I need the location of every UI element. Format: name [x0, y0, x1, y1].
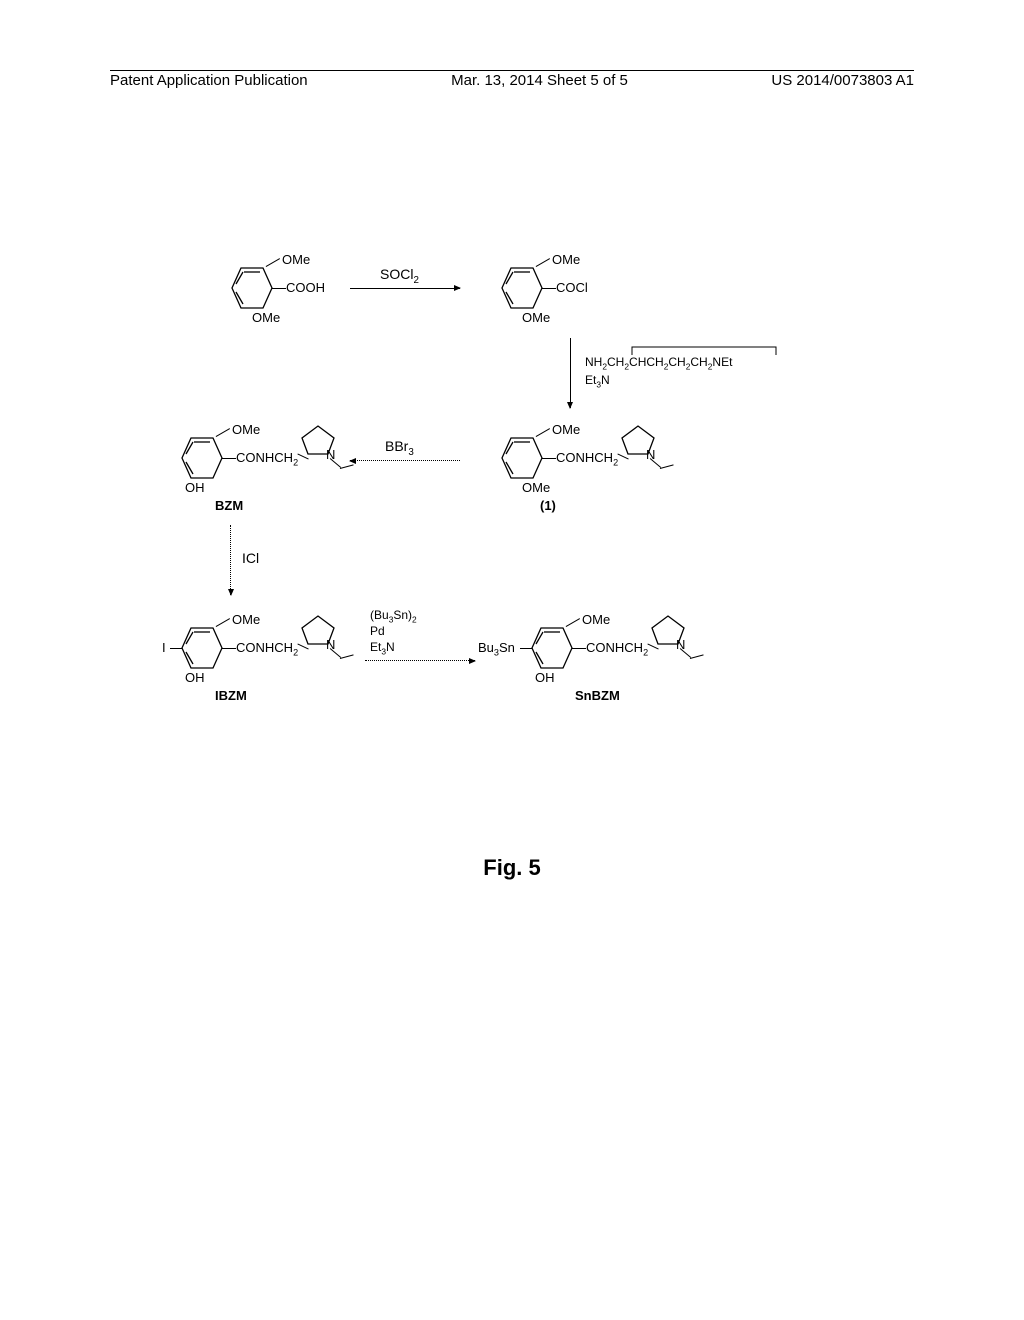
mol-label: (1): [540, 498, 556, 513]
sub-conhch2: CONHCH2: [586, 640, 648, 658]
sub-cocl: COCl: [556, 280, 588, 295]
molecule-ibzm: I OMe CONHCH2 N OH IBZM: [180, 620, 224, 681]
sub-ome: OMe: [582, 612, 610, 627]
sub-conhch2: CONHCH2: [556, 450, 618, 468]
figure-label: Fig. 5: [0, 855, 1024, 881]
arrow-icon: [365, 660, 475, 662]
sub-ome: OMe: [252, 310, 280, 325]
benzene-ring-icon: [530, 620, 574, 676]
bracket-icon: [630, 345, 778, 357]
sub-ome: OMe: [552, 422, 580, 437]
reagent-et3n: Et3N: [585, 373, 610, 389]
benzene-ring-icon: [500, 260, 544, 316]
sub-i: I: [162, 640, 166, 655]
molecule-3: OMe CONHCH2 N OMe (1): [500, 430, 544, 491]
reagent-icl: ICl: [242, 550, 259, 566]
header-right: US 2014/0073803 A1: [771, 72, 914, 89]
sub-conhch2: CONHCH2: [236, 450, 298, 468]
reagent-pd: Pd: [370, 624, 385, 638]
molecule-2: OMe COCl OMe: [500, 260, 544, 321]
reagent-amine: NH2CH2CHCH2CH2CH2NEt: [585, 355, 732, 371]
sub-oh: OH: [185, 480, 205, 495]
page-header: Patent Application Publication Mar. 13, …: [0, 72, 1024, 89]
sub-ome: OMe: [522, 480, 550, 495]
benzene-ring-icon: [230, 260, 274, 316]
arrow-icon: [230, 525, 232, 595]
sub-oh: OH: [185, 670, 205, 685]
sub-bu3sn: Bu3Sn: [478, 640, 515, 658]
reagent-bbr3: BBr3: [385, 438, 414, 458]
sub-conhch2: CONHCH2: [236, 640, 298, 658]
molecule-snbzm: Bu3Sn OMe CONHCH2 N OH SnBZM: [530, 620, 574, 681]
sub-ome: OMe: [232, 422, 260, 437]
sub-ome: OMe: [232, 612, 260, 627]
mol-label: BZM: [215, 498, 243, 513]
benzene-ring-icon: [500, 430, 544, 486]
benzene-ring-icon: [180, 430, 224, 486]
reaction-scheme: OMe COOH OMe SOCl2 OMe COCl OMe NH2CH2CH…: [210, 260, 800, 820]
header-center: Mar. 13, 2014 Sheet 5 of 5: [451, 72, 628, 89]
arrow-icon: [350, 288, 460, 289]
molecule-1: OMe COOH OMe: [230, 260, 274, 321]
sub-ome: OMe: [282, 252, 310, 267]
benzene-ring-icon: [180, 620, 224, 676]
sub-cooh: COOH: [286, 280, 325, 295]
arrow-icon: [350, 460, 460, 462]
reagent-socl2: SOCl2: [380, 266, 419, 286]
sub-ome: OMe: [552, 252, 580, 267]
mol-label: IBZM: [215, 688, 247, 703]
sub-ome: OMe: [522, 310, 550, 325]
mol-label: SnBZM: [575, 688, 620, 703]
header-left: Patent Application Publication: [110, 72, 308, 89]
molecule-bzm: OMe CONHCH2 N OH BZM: [180, 430, 224, 491]
sub-oh: OH: [535, 670, 555, 685]
reagent-et3n: Et3N: [370, 640, 395, 656]
header-rule: [110, 70, 914, 71]
arrow-icon: [570, 338, 571, 408]
reagent-bu3sn2: (Bu3Sn)2: [370, 608, 417, 624]
